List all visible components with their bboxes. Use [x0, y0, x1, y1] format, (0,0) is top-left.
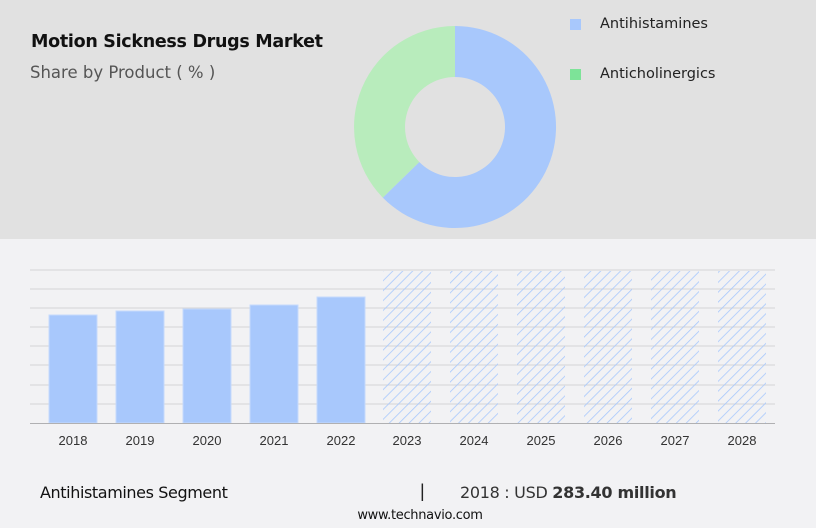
legend-label: Anticholinergics	[600, 66, 716, 82]
legend-item-antihistamines: Antihistamines	[570, 16, 708, 32]
segment-value-amount: 283.40 million	[552, 483, 677, 502]
source-url: www.technavio.com	[357, 508, 483, 523]
x-tick-label: 2022	[326, 433, 356, 448]
bar-2021	[249, 304, 299, 424]
x-tick-label: 2021	[259, 433, 289, 448]
segment-value: 2018 : USD 283.40 million	[460, 483, 677, 502]
bar-2028	[718, 271, 766, 423]
historical-bars	[48, 296, 366, 424]
bar-2022	[316, 296, 366, 424]
bar-2027	[651, 271, 699, 423]
segment-value-prefix: 2018 : USD	[460, 483, 548, 502]
legend-swatch-icon	[570, 18, 581, 30]
x-tick-label: 2028	[727, 433, 757, 448]
chart-subtitle: Share by Product ( % )	[30, 63, 216, 82]
donut-slice-anticholinergics	[354, 26, 455, 198]
footer-separator: |	[420, 481, 425, 501]
bar-2023	[383, 271, 431, 423]
bar-2024	[450, 271, 498, 423]
bar-2018	[48, 314, 98, 424]
bar-2026	[584, 271, 632, 423]
x-tick-label: 2019	[125, 433, 155, 448]
x-tick-label: 2020	[192, 433, 222, 448]
donut-slice-antihistamines	[382, 25, 557, 228]
bar-2020	[182, 308, 232, 424]
donut-chart-panel: Motion Sickness Drugs Market Share by Pr…	[0, 0, 816, 239]
x-tick-label: 2025	[526, 433, 556, 448]
x-tick-label: 2024	[459, 433, 489, 448]
x-tick-label: 2027	[660, 433, 690, 448]
legend-swatch-icon	[570, 68, 581, 80]
donut-chart	[340, 25, 580, 239]
x-tick-label: 2026	[593, 433, 623, 448]
bar-2025	[517, 271, 565, 423]
x-tick-label: 2023	[392, 433, 422, 448]
legend-item-anticholinergics: Anticholinergics	[570, 66, 716, 82]
bar-2019	[115, 310, 165, 424]
legend-label: Antihistamines	[600, 16, 708, 32]
x-tick-label: 2018	[58, 433, 88, 448]
forecast-bars	[383, 271, 766, 423]
segment-label: Antihistamines Segment	[40, 483, 228, 502]
chart-title: Motion Sickness Drugs Market	[31, 32, 323, 52]
